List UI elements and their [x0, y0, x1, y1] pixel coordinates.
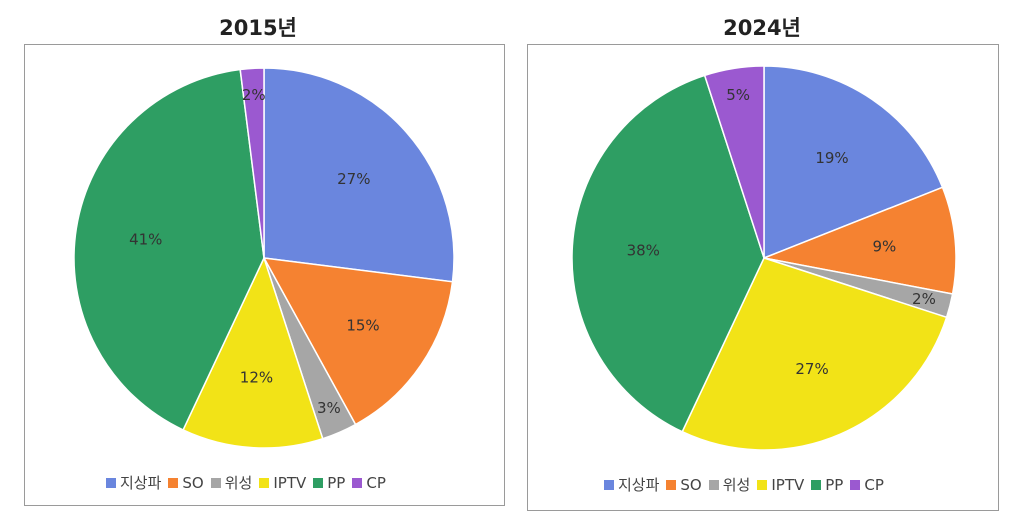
legend-item-satellite: 위성 — [708, 474, 751, 495]
pie-slice-pp — [73, 68, 265, 431]
legend-item-satellite: 위성 — [210, 472, 253, 493]
legend-swatch — [666, 479, 677, 490]
legend-label: 지상파 — [618, 476, 660, 494]
legend-item-so: SO — [168, 473, 204, 492]
data-label-iptv: 12% — [240, 368, 273, 386]
legend-label: 위성 — [722, 476, 751, 494]
pie-slice-iptv — [681, 257, 948, 451]
legend-swatch — [210, 477, 221, 488]
legend-swatch — [352, 477, 363, 488]
legend-swatch — [168, 477, 179, 488]
legend-label: IPTV — [273, 473, 307, 492]
data-label-iptv: 27% — [795, 360, 828, 378]
legend-label: PP — [825, 475, 844, 494]
data-label-terrestrial: 27% — [337, 170, 370, 188]
chart-title-2015: 2015년 — [219, 16, 297, 40]
data-label-pp: 41% — [129, 230, 162, 248]
pie-slice-so — [761, 186, 957, 295]
data-label-so: 9% — [873, 238, 897, 256]
chart-title-2024: 2024년 — [723, 16, 801, 40]
data-label-cp: 2% — [242, 86, 266, 104]
legend-label: PP — [327, 473, 346, 492]
legend-item-so: SO — [666, 475, 702, 494]
legend-2024: 지상파 SO 위성 IPTV PP CP — [604, 474, 891, 495]
legend-item-cp: CP — [352, 474, 386, 492]
pie-slice-iptv — [182, 255, 324, 449]
data-label-satellite: 3% — [317, 399, 341, 417]
legend-swatch — [708, 479, 719, 490]
data-label-so: 15% — [346, 316, 379, 334]
legend-item-terrestrial: 지상파 — [604, 474, 659, 495]
legend-swatch — [259, 477, 270, 488]
pie-slice-so — [262, 257, 454, 426]
pie-slice-terrestrial — [263, 67, 455, 283]
data-label-satellite: 2% — [912, 290, 936, 308]
pie-slice-terrestrial — [763, 65, 944, 260]
legend-label: IPTV — [771, 475, 805, 494]
legend-swatch — [106, 477, 116, 488]
legend-label: 위성 — [224, 474, 253, 492]
legend-item-pp: PP — [313, 474, 345, 492]
legend-label: SO — [680, 475, 702, 494]
pie-chart-2024: 19% 9% 2% 27% 38% 5% — [571, 65, 957, 451]
legend-item-pp: PP — [811, 476, 843, 494]
legend-label: 지상파 — [120, 474, 162, 492]
legend-label: CP — [366, 473, 386, 492]
pie-slice-pp — [571, 74, 765, 433]
legend-swatch — [313, 477, 324, 488]
legend-label: CP — [864, 475, 884, 494]
pie-slice-cp — [703, 65, 765, 259]
legend-item-cp: CP — [850, 476, 884, 494]
legend-swatch — [850, 479, 861, 490]
legend-swatch — [757, 479, 768, 490]
pie-chart-2015: 27% 15% 3% 12% 41% 2% — [73, 67, 455, 449]
data-label-terrestrial: 19% — [815, 149, 848, 167]
pie-slice-cp — [239, 67, 265, 259]
legend-label: SO — [182, 473, 204, 492]
legend-item-terrestrial: 지상파 — [106, 472, 161, 493]
legend-2015: 지상파 SO 위성 IPTV PP CP — [106, 472, 393, 493]
legend-swatch — [811, 479, 822, 490]
legend-item-iptv: IPTV — [259, 474, 306, 492]
legend-swatch — [604, 479, 614, 490]
legend-item-iptv: IPTV — [757, 476, 804, 494]
data-label-cp: 5% — [726, 86, 750, 104]
data-label-pp: 38% — [627, 241, 660, 259]
